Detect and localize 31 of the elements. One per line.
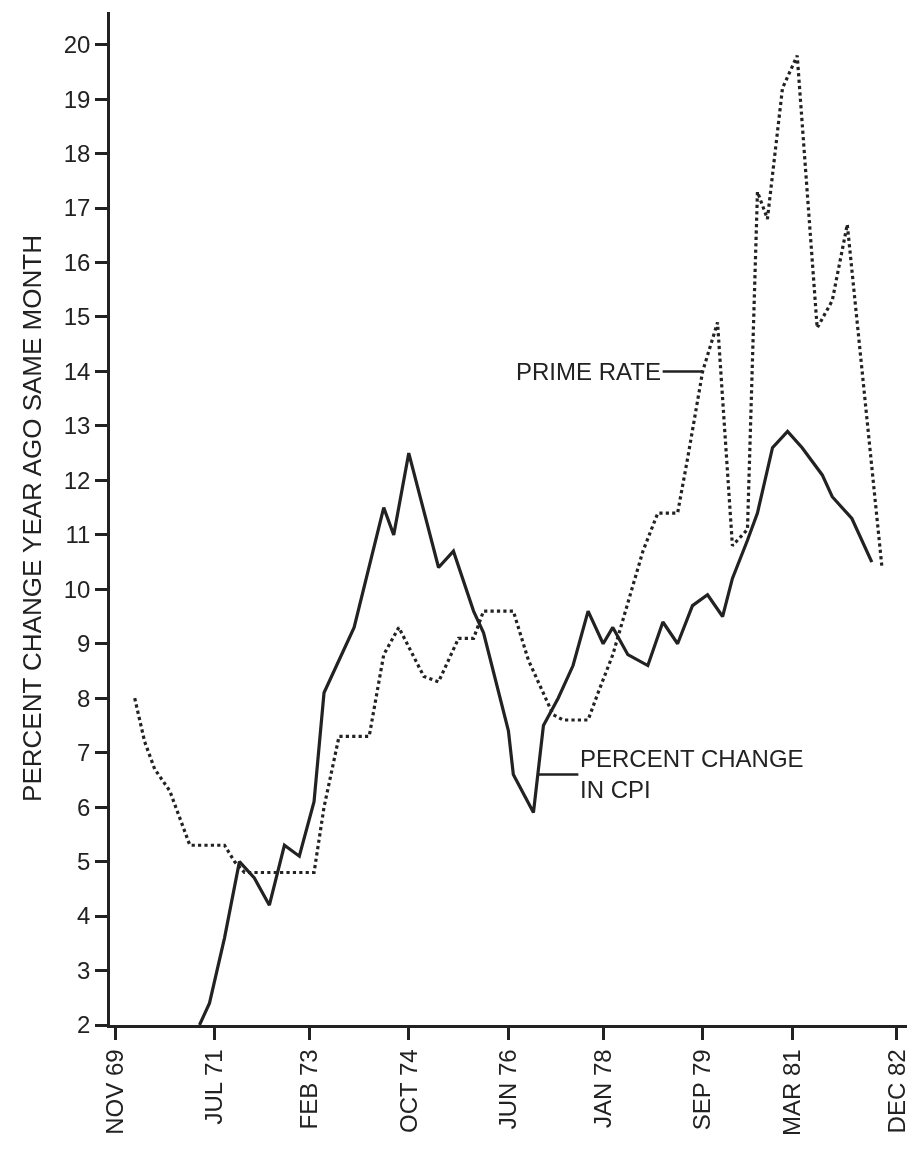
y-tick-label: 11: [65, 521, 91, 549]
y-tick-label: 19: [63, 85, 91, 113]
y-tick-label: 9: [77, 630, 91, 658]
y-tick-label: 5: [77, 848, 91, 876]
y-axis-title: PERCENT CHANGE YEAR AGO SAME MONTH: [17, 235, 48, 802]
x-tick-label: JUN 76: [494, 1049, 522, 1130]
x-tick-label: OCT 74: [394, 1049, 422, 1133]
y-tick-label: 14: [63, 357, 91, 385]
y-tick-label: 4: [77, 902, 91, 930]
x-tick-label: JAN 78: [588, 1049, 616, 1129]
annotation: PRIME RATE: [516, 358, 661, 385]
y-tick-label: 17: [63, 194, 91, 222]
x-tick-label: DEC 82: [882, 1049, 910, 1134]
x-tick-label: FEB 73: [295, 1049, 323, 1130]
y-tick-label: 18: [63, 140, 91, 167]
annotation: PERCENT CHANGE IN CPI: [580, 745, 804, 804]
y-tick-label: 8: [77, 684, 91, 712]
y-tick-label: 20: [63, 31, 91, 59]
y-tick-label: 13: [63, 412, 91, 440]
y-tick-label: 12: [63, 466, 91, 494]
x-tick-label: MAR 81: [777, 1049, 805, 1137]
y-tick-label: 7: [77, 739, 91, 767]
y-tick-label: 16: [63, 248, 91, 276]
x-tick-label: JUL 71: [200, 1049, 228, 1125]
y-tick-label: 10: [63, 575, 91, 603]
x-tick-label: NOV 69: [100, 1049, 128, 1135]
y-tick-label: 6: [77, 793, 91, 821]
y-tick-label: 15: [63, 303, 91, 331]
y-tick-label: 3: [77, 956, 91, 984]
y-tick-label: 2: [77, 1011, 91, 1039]
x-tick-label: SEP 79: [688, 1049, 716, 1131]
